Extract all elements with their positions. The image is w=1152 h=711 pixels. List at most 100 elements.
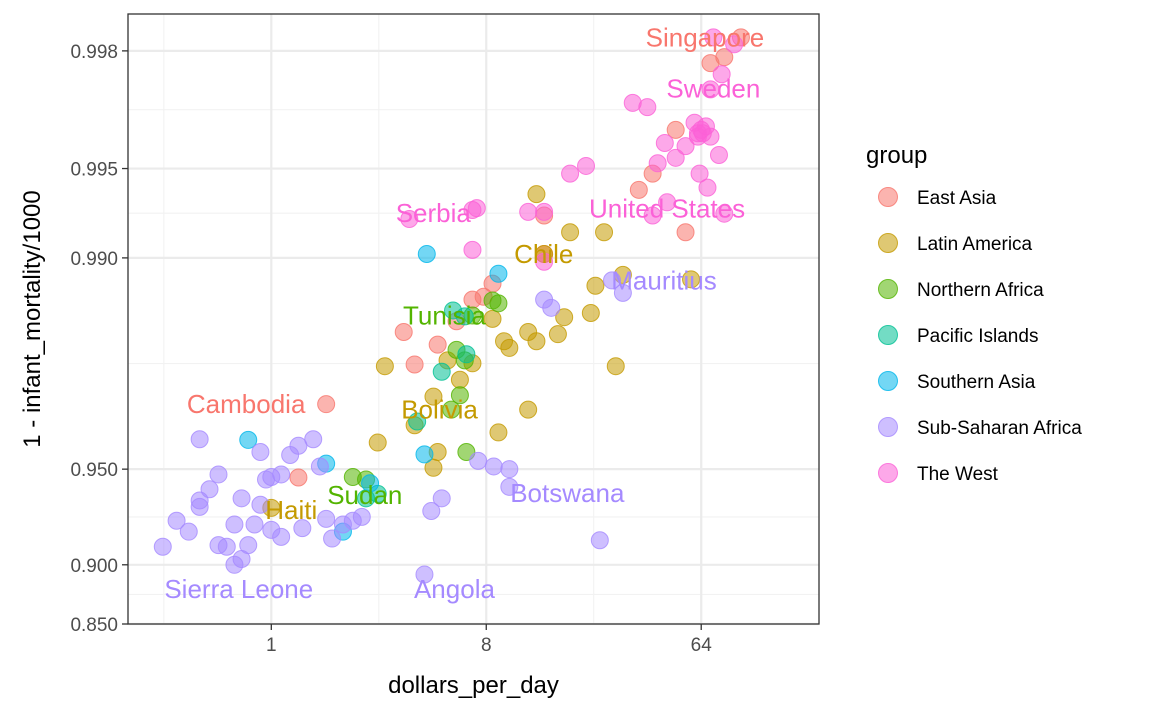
data-point [690, 164, 709, 183]
data-point [489, 264, 508, 283]
data-point [712, 65, 731, 84]
y-axis-ticks: 0.850 0.900 0.950 0.990 0.995 0.998 [70, 42, 128, 636]
point-label: Sweden [666, 74, 760, 104]
y-tick-label: 0.950 [70, 460, 118, 481]
data-point [239, 536, 258, 555]
data-point [179, 522, 198, 541]
data-point [698, 178, 717, 197]
data-point [629, 180, 648, 199]
data-point [484, 457, 503, 476]
data-point [613, 283, 632, 302]
point-label: Tunisia [403, 301, 486, 331]
data-point [352, 507, 371, 526]
legend-key [878, 279, 898, 299]
data-point [405, 355, 424, 374]
data-point [272, 465, 291, 484]
point-label: United States [589, 193, 745, 223]
point-label: Serbia [396, 198, 472, 228]
data-point [489, 423, 508, 442]
legend-label: Northern Africa [917, 280, 1044, 301]
data-point [432, 489, 451, 508]
y-tick-label: 0.998 [70, 42, 118, 63]
y-axis-title: 1 - infant_mortality/1000 [19, 190, 46, 447]
data-point [701, 80, 720, 99]
data-point [666, 148, 685, 167]
data-point [676, 137, 695, 156]
data-point [709, 145, 728, 164]
data-point [704, 28, 723, 47]
legend: group East Asia Latin America Northern Afr… [866, 142, 1082, 485]
point-label: Singapore [646, 22, 765, 52]
data-point [209, 536, 228, 555]
legend-key [878, 463, 898, 483]
point-label: Bolivia [401, 395, 478, 425]
data-point [424, 387, 443, 406]
data-point [190, 491, 209, 510]
data-point [293, 519, 312, 538]
data-point [463, 240, 482, 259]
data-point [408, 412, 427, 431]
legend-key [878, 325, 898, 345]
legend-key [878, 371, 898, 391]
data-point [535, 202, 554, 221]
data-point [606, 357, 625, 376]
data-point [701, 54, 720, 73]
data-point [535, 252, 554, 271]
data-point [688, 127, 707, 146]
data-point [444, 301, 463, 320]
data-point [666, 120, 685, 139]
data-point [500, 460, 519, 479]
data-point [400, 210, 419, 229]
data-point [289, 468, 308, 487]
legend-title: group [866, 142, 927, 169]
data-point [682, 270, 701, 289]
data-point [422, 501, 441, 520]
data-point [500, 477, 519, 496]
point-label: Botswana [510, 478, 625, 508]
panel-border [127, 13, 820, 625]
data-point [457, 345, 476, 364]
legend-label: Sub-Saharan Africa [917, 418, 1082, 439]
data-point [304, 430, 323, 449]
data-point [317, 395, 336, 414]
data-point [595, 223, 614, 242]
data-point [375, 357, 394, 376]
x-axis-ticks: 1 8 64 [266, 624, 712, 656]
data-points [153, 28, 750, 584]
data-point [555, 308, 574, 327]
point-label: Sudan [327, 480, 402, 510]
data-point [310, 457, 329, 476]
data-point [251, 495, 270, 514]
data-point [361, 474, 380, 493]
data-point [232, 489, 251, 508]
data-point [428, 335, 447, 354]
y-tick-label: 0.900 [70, 556, 118, 577]
data-point [394, 322, 413, 341]
data-point [245, 515, 264, 534]
data-point [638, 98, 657, 117]
data-point [467, 199, 486, 218]
data-point [432, 362, 451, 381]
data-point [450, 370, 469, 389]
y-tick-label: 0.990 [70, 249, 118, 270]
data-point [442, 400, 461, 419]
legend-label: Latin America [917, 234, 1033, 255]
data-point [417, 244, 436, 263]
data-point [581, 304, 600, 323]
x-tick-label: 8 [481, 635, 492, 656]
x-tick-label: 1 [266, 635, 277, 656]
data-point [323, 529, 342, 548]
data-point [289, 436, 308, 455]
data-point [167, 511, 186, 530]
legend-label: East Asia [917, 188, 997, 209]
point-label: Cambodia [187, 389, 306, 419]
data-point [586, 276, 605, 295]
y-tick-label: 0.850 [70, 615, 118, 636]
point-label: Haiti [265, 495, 317, 525]
data-point [500, 338, 519, 357]
data-point [527, 185, 546, 204]
legend-label: Pacific Islands [917, 326, 1038, 347]
data-point [190, 430, 209, 449]
point-label: Mauritius [611, 265, 716, 295]
